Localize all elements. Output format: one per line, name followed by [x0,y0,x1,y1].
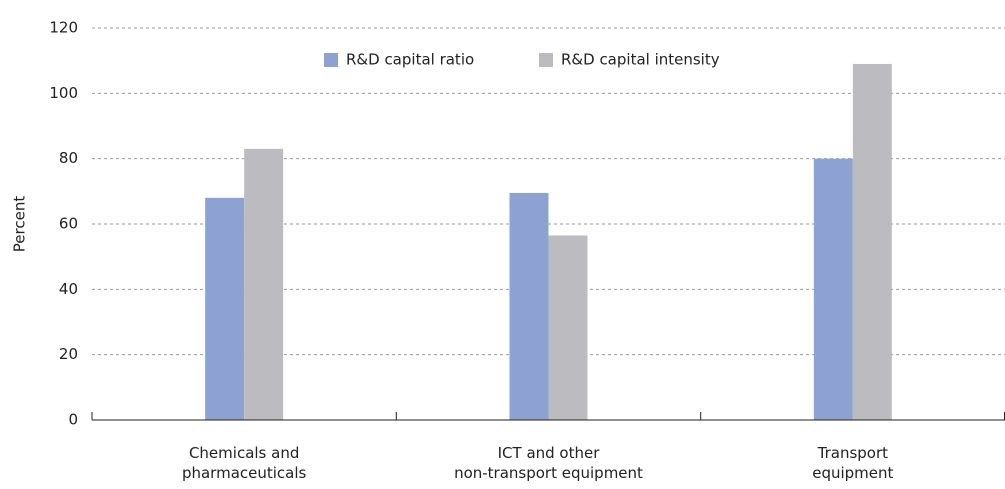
legend-label: R&D capital intensity [561,51,720,69]
y-axis-label: Percent [11,196,29,253]
y-tick-label: 60 [59,215,78,233]
bar [813,158,853,420]
y-tick-label: 40 [59,280,78,298]
bar [509,192,549,420]
y-tick-label: 80 [59,149,78,167]
y-tick-label: 20 [59,345,78,363]
x-tick-label: ICT and other non-transport equipment [454,444,643,482]
x-tick-label: Chemicals and pharmaceuticals [181,444,307,482]
y-tick-label: 0 [68,411,78,429]
bar [244,148,284,420]
legend-label: R&D capital ratio [346,51,474,69]
legend-swatch [324,53,338,67]
bar [205,197,245,420]
bar [548,235,588,420]
y-tick-label: 100 [49,84,78,102]
y-tick-label: 120 [49,19,78,37]
legend-swatch [539,53,553,67]
bar [852,63,892,420]
x-tick-label: Transport equipment [812,444,894,482]
